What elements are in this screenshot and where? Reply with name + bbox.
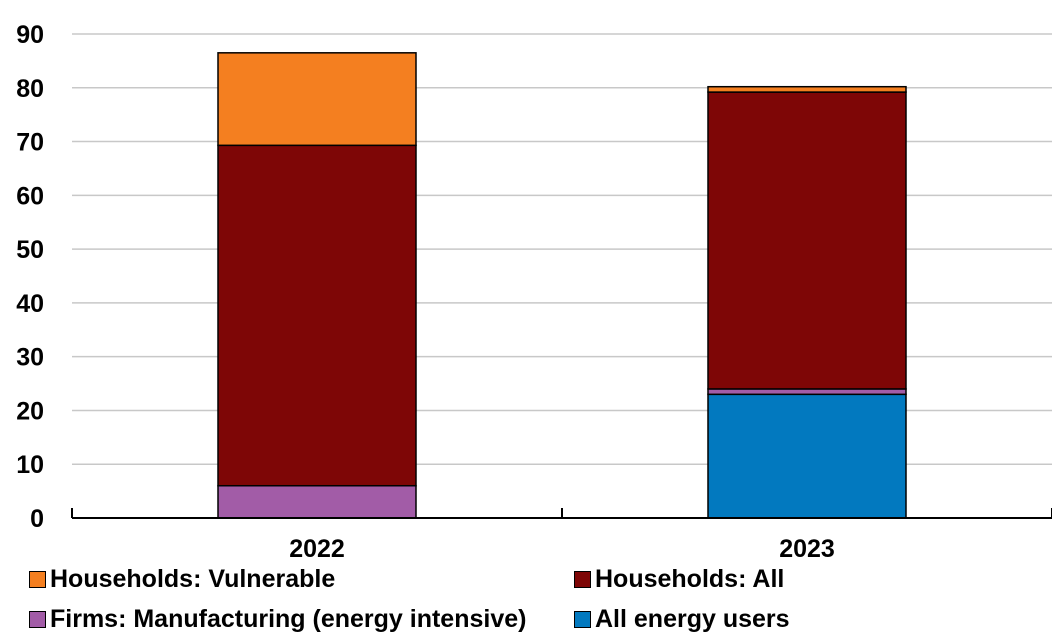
tick-labels: 0 10 20 30 40 50 60 70 80 90 2022 2023	[16, 21, 835, 560]
legend-swatch-firms-manufacturing	[29, 610, 46, 628]
bar-segment-households-all-2023	[707, 91, 907, 390]
y-tick-label-50: 50	[16, 236, 44, 264]
legend-item-households-vulnerable: Households: Vulnerable	[29, 562, 335, 596]
legend-swatch-households-vulnerable	[29, 570, 46, 588]
y-tick-label-80: 80	[16, 75, 44, 103]
bar-segment-households-all-2022	[217, 144, 417, 487]
y-tick-label-10: 10	[16, 451, 44, 479]
y-tick-label-60: 60	[16, 182, 44, 210]
x-tick-label-2023: 2023	[779, 535, 835, 560]
y-tick-label-0: 0	[30, 505, 44, 533]
y-tick-label-70: 70	[16, 129, 44, 157]
bar-segment-all-energy-users-2023	[707, 393, 907, 519]
axes	[71, 508, 1052, 519]
y-tick-label-90: 90	[16, 21, 44, 49]
legend-item-all-energy-users: All energy users	[574, 602, 790, 636]
stacked-bar-chart: 0 10 20 30 40 50 60 70 80 90 2022 2023	[16, 21, 1052, 560]
bar-segment-firms-manufacturing-energy-intensive-2022	[217, 484, 417, 519]
legend-swatch-households-all	[574, 570, 591, 588]
y-tick-label-40: 40	[16, 290, 44, 318]
legend-label: Households: All	[595, 564, 785, 593]
y-tick-label-30: 30	[16, 344, 44, 372]
legend-swatch-all-energy-users	[574, 610, 591, 628]
bar-segment-households-vulnerable-2023	[707, 85, 907, 93]
bar-segment-households-vulnerable-2022	[217, 52, 417, 147]
bar-segment-firms-manufacturing-energy-intensive-2023	[707, 388, 907, 396]
legend-label: All energy users	[595, 604, 790, 633]
legend-label: Households: Vulnerable	[50, 564, 336, 593]
legend-label: Firms: Manufacturing (energy intensive)	[50, 604, 527, 633]
legend-item-firms-manufacturing: Firms: Manufacturing (energy intensive)	[29, 602, 526, 636]
legend: Households: Vulnerable Households: All F…	[0, 560, 1052, 635]
x-tick-label-2022: 2022	[289, 535, 345, 560]
legend-item-households-all: Households: All	[574, 562, 784, 596]
bars	[217, 52, 907, 519]
y-tick-label-20: 20	[16, 397, 44, 425]
